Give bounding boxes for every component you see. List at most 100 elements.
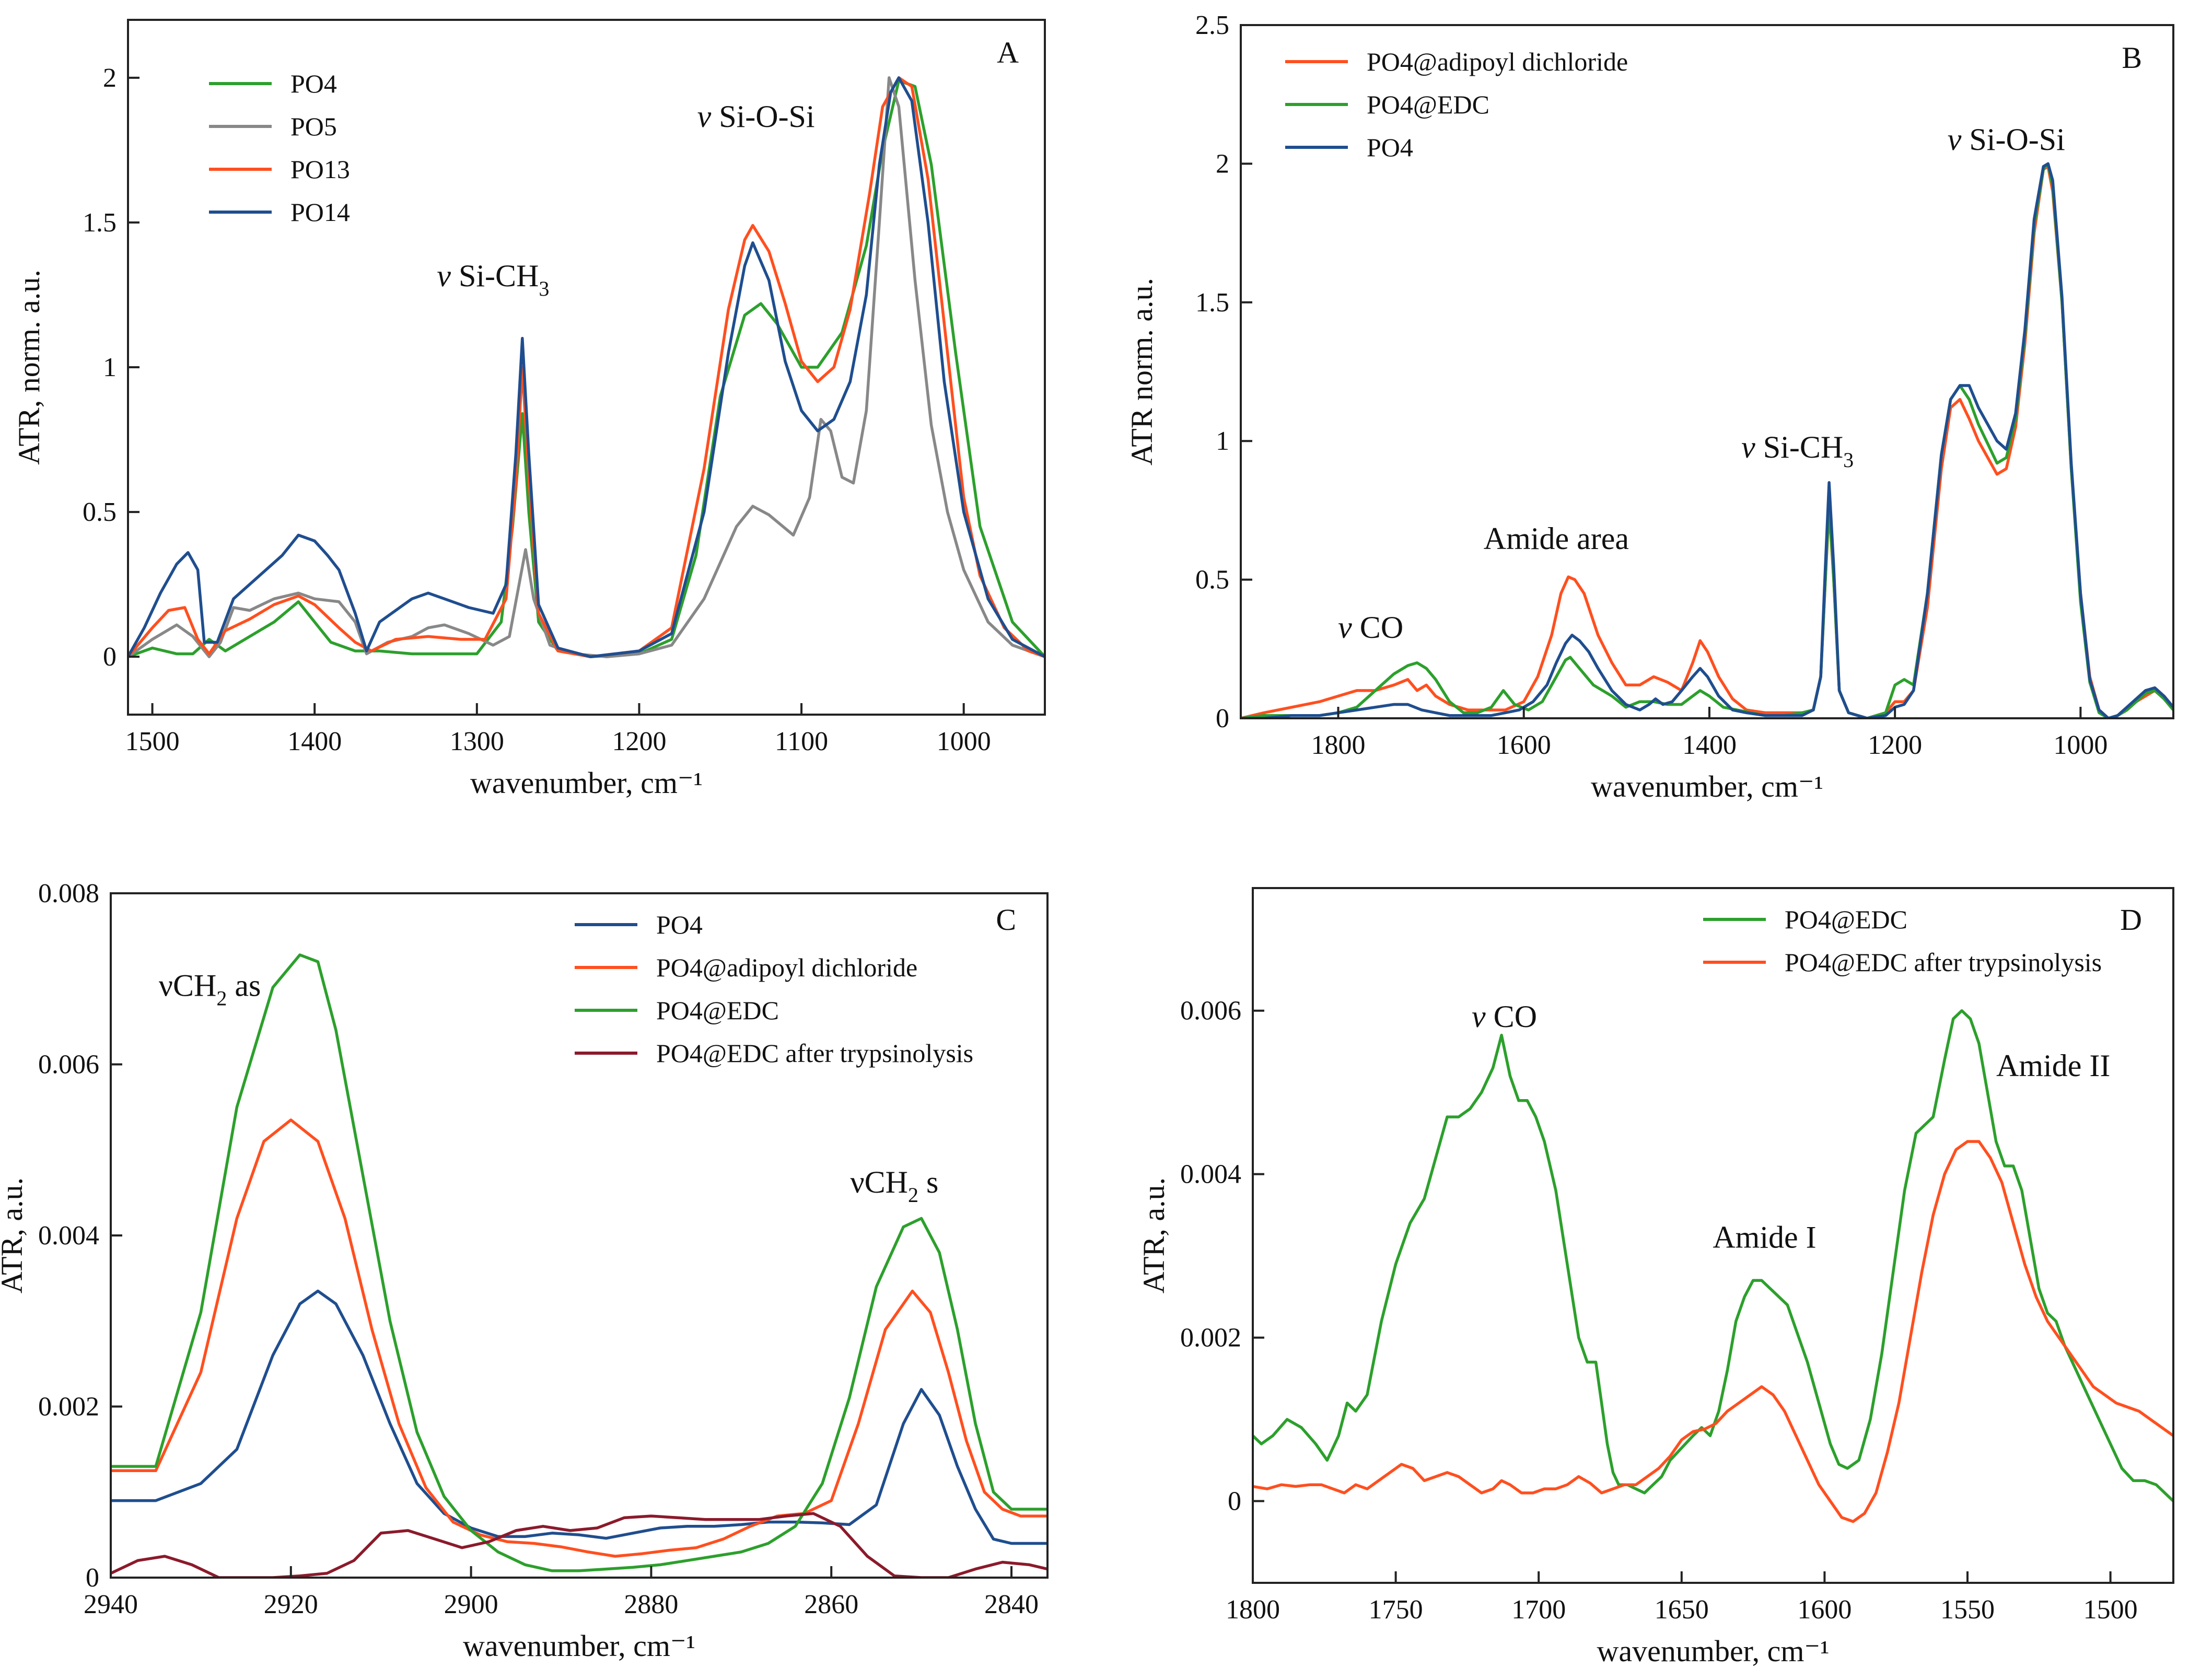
- x-tick-label: 1200: [1868, 730, 1922, 760]
- legend-entry: PO4@adipoyl dichloride: [1367, 47, 1628, 76]
- x-axis-label: wavenumber, cm⁻¹: [470, 766, 703, 800]
- x-tick-label: 1300: [450, 727, 504, 756]
- series-line-po4-edc-after-trypsinolysis: [111, 1512, 1047, 1578]
- x-tick-label: 1550: [1940, 1595, 1995, 1625]
- legend-entry: PO4: [290, 69, 337, 98]
- x-tick-label: 1600: [1797, 1595, 1852, 1625]
- x-tick-label: 1800: [1226, 1595, 1280, 1625]
- panel-d: 1800 1750 1700 1650 1600 1550 1500 0 0.002 0.004 0…: [1137, 887, 2174, 1668]
- x-tick-label: 1650: [1655, 1595, 1709, 1625]
- annotation: ν Si-O-Si: [1948, 122, 2065, 157]
- x-tick-label: 2920: [264, 1590, 318, 1619]
- legend-entry: PO4: [1367, 133, 1413, 162]
- legend-entry: PO4@EDC: [656, 996, 779, 1025]
- x-tick-label: 2940: [84, 1590, 138, 1619]
- annotation: Amide area: [1484, 521, 1629, 556]
- legend-entry: PO4: [656, 910, 703, 939]
- legend: PO4 PO5 PO13 PO14: [209, 69, 350, 227]
- legend-entry: PO5: [290, 112, 337, 141]
- x-axis-label: wavenumber, cm⁻¹: [1597, 1634, 1829, 1668]
- y-axis-label: ATR, norm. a.u.: [12, 270, 46, 465]
- x-tick-label: 1600: [1497, 730, 1551, 760]
- x-tick-label: 1700: [1511, 1595, 1566, 1625]
- y-tick-label: 0.002: [38, 1392, 99, 1422]
- legend-entry: PO4@EDC after trypsinolysis: [656, 1039, 973, 1068]
- y-tick-label: 0: [1228, 1487, 1241, 1516]
- legend: PO4@EDC PO4@EDC after trypsinolysis: [1703, 905, 2102, 977]
- series-line-po4-edc-after-trypsinolysis: [1253, 1140, 2173, 1523]
- x-tick-label: 1400: [1682, 730, 1737, 760]
- y-tick-label: 0.006: [1180, 996, 1241, 1026]
- annotation: ν Si-CH3: [1741, 430, 1854, 472]
- legend-entry: PO4@EDC after trypsinolysis: [1785, 948, 2102, 977]
- legend-entry: PO4@EDC: [1367, 90, 1489, 119]
- y-tick-label: 0: [1216, 704, 1229, 733]
- annotation: Amide II: [1996, 1048, 2110, 1083]
- legend-entry: PO13: [290, 155, 350, 184]
- panel-label: C: [996, 903, 1016, 937]
- y-axis-label: ATR, a.u.: [1137, 1177, 1171, 1293]
- annotation: Amide I: [1713, 1220, 1816, 1254]
- annotation: ν Si-CH3: [437, 259, 549, 300]
- x-tick-label: 1750: [1369, 1595, 1423, 1625]
- series-line-po4: [111, 1289, 1047, 1545]
- panel-c: 2940 2920 2900 2880 2860 2840 0 0.002 0.004 0.006…: [0, 879, 1049, 1663]
- annotation: ν CO: [1472, 999, 1537, 1034]
- series-line-po14: [128, 76, 1045, 658]
- y-tick-label: 1.5: [83, 208, 117, 238]
- x-tick-label: 1000: [2053, 730, 2108, 760]
- legend-entry: PO4@adipoyl dichloride: [656, 953, 917, 982]
- y-tick-label: 0: [103, 642, 117, 672]
- y-axis-label: ATR, a.u.: [0, 1177, 29, 1293]
- panel-label: D: [2120, 903, 2142, 937]
- y-axis-label: ATR norm. a.u.: [1125, 278, 1159, 465]
- series-group: [111, 953, 1047, 1578]
- x-tick-label: 1000: [937, 727, 991, 756]
- series-line-po4-adipoyl-dichloride: [111, 1118, 1047, 1558]
- annotation: ν CO: [1338, 610, 1403, 645]
- legend: PO4 PO4@adipoyl dichloride PO4@EDC PO4@EDC …: [575, 910, 973, 1068]
- annotation: νCH2 as: [159, 969, 261, 1010]
- legend-entry: PO4@EDC: [1785, 905, 1907, 934]
- series-group: [1253, 1009, 2173, 1523]
- series-line-po4-edc: [1253, 1009, 2173, 1503]
- annotation: νCH2 s: [850, 1165, 938, 1207]
- series-group: [128, 76, 1045, 658]
- x-tick-label: 2880: [624, 1590, 678, 1619]
- x-axis-label: wavenumber, cm⁻¹: [463, 1629, 695, 1663]
- y-tick-label: 2: [103, 63, 117, 93]
- y-tick-label: 0.004: [1180, 1160, 1241, 1189]
- plot-frame: [1252, 887, 2174, 1584]
- x-tick-label: 1200: [612, 727, 666, 756]
- y-tick-label: 0.002: [1180, 1323, 1241, 1353]
- y-tick-label: 0: [86, 1563, 99, 1593]
- panel-b: 1800 1600 1400 1200 1000 0 0.5 1 1.5 2 2.5 wavenumb…: [1125, 10, 2174, 803]
- x-tick-label: 1400: [287, 727, 342, 756]
- series-line-po4: [1241, 162, 2173, 718]
- panel-label: B: [2122, 41, 2142, 75]
- y-tick-label: 1.5: [1195, 288, 1229, 318]
- x-tick-label: 1500: [125, 727, 180, 756]
- x-tick-label: 2840: [984, 1590, 1039, 1619]
- series-group: [1241, 162, 2173, 718]
- panel-a: 1500 1400 1300 1200 1100 1000 0 0.5 1 1.5 2 wavenum…: [12, 19, 1046, 800]
- y-tick-label: 2: [1216, 149, 1229, 179]
- y-tick-label: 0.004: [38, 1221, 99, 1251]
- annotation: ν Si-O-Si: [697, 99, 815, 134]
- plot-frame: [1240, 24, 2174, 719]
- series-line-po4-edc: [111, 953, 1047, 1572]
- panel-label: A: [997, 36, 1019, 69]
- legend-entry: PO14: [290, 197, 350, 227]
- y-tick-label: 1: [1216, 426, 1229, 456]
- x-tick-label: 2900: [444, 1590, 498, 1619]
- y-tick-label: 1: [103, 353, 117, 382]
- y-tick-label: 2.5: [1195, 10, 1229, 40]
- legend: PO4@adipoyl dichloride PO4@EDC PO4: [1285, 47, 1628, 162]
- x-tick-label: 1500: [2083, 1595, 2138, 1625]
- x-tick-label: 1100: [775, 727, 828, 756]
- y-tick-label: 0.008: [38, 879, 99, 908]
- y-tick-label: 0.006: [38, 1050, 99, 1080]
- x-tick-label: 2860: [804, 1590, 858, 1619]
- y-tick-label: 0.5: [1195, 565, 1229, 595]
